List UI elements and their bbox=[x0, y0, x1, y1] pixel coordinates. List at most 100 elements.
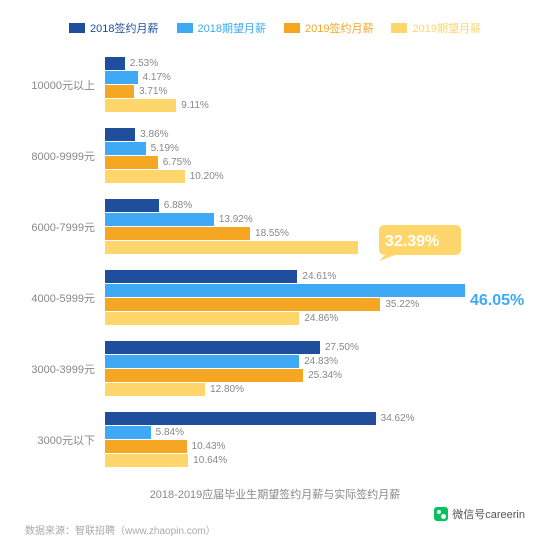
bar-value-label: 12.80% bbox=[210, 384, 244, 395]
legend-label: 2018期望月薪 bbox=[198, 20, 266, 36]
bar-value-label: 27.50% bbox=[325, 342, 359, 353]
bar-line: 32.39% bbox=[105, 241, 525, 254]
bar-line: 24.61% bbox=[105, 270, 525, 283]
bar-value-label: 2.53% bbox=[130, 58, 158, 69]
bar bbox=[105, 383, 205, 396]
category-row: 3000-3999元 27.50% 24.83% 25.34% 12.80% bbox=[25, 340, 525, 397]
bar-line: 3.86% bbox=[105, 128, 525, 141]
chart-caption: 2018-2019应届毕业生期望签约月薪与实际签约月薪 bbox=[25, 486, 525, 502]
bar-line: 46.05% bbox=[105, 284, 525, 297]
bar bbox=[105, 412, 376, 425]
callout-label: 32.39% bbox=[385, 233, 439, 251]
bar-line: 5.19% bbox=[105, 142, 525, 155]
bar-line: 5.84% bbox=[105, 426, 525, 439]
bar-value-label: 5.84% bbox=[156, 427, 184, 438]
bar-line: 24.83% bbox=[105, 355, 525, 368]
bar-value-label: 3.71% bbox=[139, 86, 167, 97]
bar bbox=[105, 156, 158, 169]
bar-value-label: 24.83% bbox=[304, 356, 338, 367]
category-label: 10000元以上 bbox=[25, 77, 105, 93]
bar bbox=[105, 298, 380, 311]
category-label: 6000-7999元 bbox=[25, 219, 105, 235]
bar bbox=[105, 142, 146, 155]
bars-cell: 27.50% 24.83% 25.34% 12.80% bbox=[105, 340, 525, 397]
bar bbox=[105, 85, 134, 98]
bar bbox=[105, 99, 176, 112]
bar bbox=[105, 57, 125, 70]
watermark: 微信号careerin bbox=[434, 506, 525, 522]
legend-label: 2018签约月薪 bbox=[90, 20, 158, 36]
bar bbox=[105, 426, 151, 439]
callout-label: 46.05% bbox=[470, 292, 524, 310]
bar bbox=[105, 440, 187, 453]
category-row: 4000-5999元 24.61% 46.05% 35.22% 24.86% bbox=[25, 269, 525, 326]
bar-value-label: 10.64% bbox=[193, 455, 227, 466]
bars-cell: 24.61% 46.05% 35.22% 24.86% bbox=[105, 269, 525, 326]
bars-cell: 6.88%13.92%18.55%32.39% bbox=[105, 198, 525, 255]
bar bbox=[105, 369, 303, 382]
bar-line: 6.88% bbox=[105, 199, 525, 212]
bar bbox=[105, 199, 159, 212]
bar-value-label: 35.22% bbox=[385, 299, 419, 310]
bar bbox=[105, 312, 299, 325]
legend-swatch bbox=[177, 23, 193, 33]
legend: 2018签约月薪 2018期望月薪 2019签约月薪 2019期望月薪 bbox=[25, 20, 525, 36]
bars-cell: 3.86% 5.19% 6.75% 10.20% bbox=[105, 127, 525, 184]
bar-value-label: 13.92% bbox=[219, 214, 253, 225]
bar bbox=[105, 170, 185, 183]
bar-line: 35.22% bbox=[105, 298, 525, 311]
bar-value-label: 10.20% bbox=[190, 171, 224, 182]
legend-swatch bbox=[391, 23, 407, 33]
bar bbox=[105, 341, 320, 354]
bar-value-label: 5.19% bbox=[151, 143, 179, 154]
bar bbox=[105, 454, 188, 467]
bars-cell: 2.53% 4.17% 3.71% 9.11% bbox=[105, 56, 525, 113]
bar-value-label: 34.62% bbox=[381, 413, 415, 424]
legend-swatch bbox=[69, 23, 85, 33]
salary-chart: 2018签约月薪 2018期望月薪 2019签约月薪 2019期望月薪 10000元以… bbox=[0, 0, 550, 552]
category-label: 3000-3999元 bbox=[25, 361, 105, 377]
watermark-text: 微信号careerin bbox=[452, 506, 525, 522]
legend-item: 2018签约月薪 bbox=[69, 20, 158, 36]
legend-item: 2018期望月薪 bbox=[177, 20, 266, 36]
category-label: 8000-9999元 bbox=[25, 148, 105, 164]
bar-value-label: 9.11% bbox=[181, 100, 209, 111]
bar bbox=[105, 270, 297, 283]
bar-value-label: 10.43% bbox=[192, 441, 226, 452]
category-label: 3000元以下 bbox=[25, 432, 105, 448]
category-label: 4000-5999元 bbox=[25, 290, 105, 306]
category-row: 10000元以上 2.53% 4.17% 3.71% 9.11% bbox=[25, 56, 525, 113]
bar bbox=[105, 241, 358, 254]
bar-line: 10.43% bbox=[105, 440, 525, 453]
legend-swatch bbox=[284, 23, 300, 33]
bar-line: 10.64% bbox=[105, 454, 525, 467]
bar-line: 34.62% bbox=[105, 412, 525, 425]
chart-rows: 10000元以上 2.53% 4.17% 3.71% 9.11% 8000-9999元3.… bbox=[25, 56, 525, 468]
bar-line: 2.53% bbox=[105, 57, 525, 70]
bar bbox=[105, 71, 138, 84]
legend-label: 2019期望月薪 bbox=[412, 20, 480, 36]
legend-item: 2019签约月薪 bbox=[284, 20, 373, 36]
bar-value-label: 24.61% bbox=[302, 271, 336, 282]
bar bbox=[105, 128, 135, 141]
category-row: 3000元以下 34.62% 5.84% 10.43% 10.64% bbox=[25, 411, 525, 468]
bar-value-label: 6.88% bbox=[164, 200, 192, 211]
bar bbox=[105, 284, 465, 297]
bar-line: 9.11% bbox=[105, 99, 525, 112]
bar bbox=[105, 227, 250, 240]
bar-line: 12.80% bbox=[105, 383, 525, 396]
category-row: 6000-7999元6.88%13.92%18.55%32.39% bbox=[25, 198, 525, 255]
bar-line: 10.20% bbox=[105, 170, 525, 183]
bar-value-label: 6.75% bbox=[163, 157, 191, 168]
data-source: 数据来源：智联招聘（www.zhaopin.com） bbox=[25, 522, 525, 537]
bar bbox=[105, 355, 299, 368]
bar-value-label: 25.34% bbox=[308, 370, 342, 381]
category-row: 8000-9999元3.86% 5.19% 6.75% 10.20% bbox=[25, 127, 525, 184]
bar-value-label: 4.17% bbox=[143, 72, 171, 83]
bar-line: 27.50% bbox=[105, 341, 525, 354]
bar-line: 3.71% bbox=[105, 85, 525, 98]
bar bbox=[105, 213, 214, 226]
bar-line: 24.86% bbox=[105, 312, 525, 325]
wechat-icon bbox=[434, 507, 448, 521]
bars-cell: 34.62% 5.84% 10.43% 10.64% bbox=[105, 411, 525, 468]
